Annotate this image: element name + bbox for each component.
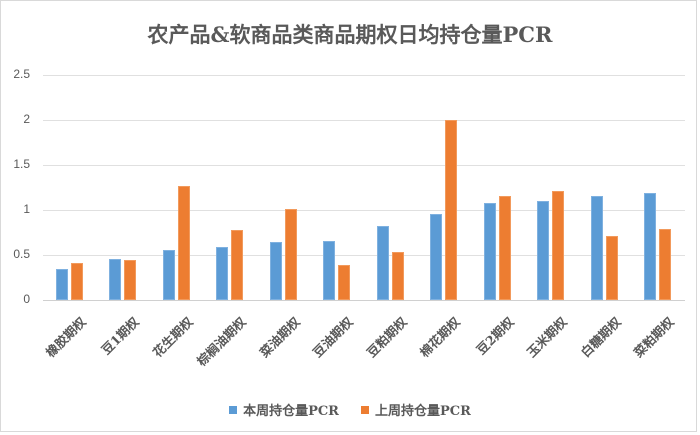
gridline <box>43 210 685 211</box>
bar-this-week[interactable] <box>323 240 336 300</box>
bar-this-week[interactable] <box>430 213 443 300</box>
bar-this-week[interactable] <box>376 226 389 300</box>
bar-last-week[interactable] <box>177 185 190 300</box>
bar-this-week[interactable] <box>109 258 122 300</box>
bar-this-week[interactable] <box>55 269 68 300</box>
bar-last-week[interactable] <box>391 252 404 300</box>
bar-last-week[interactable] <box>338 264 351 300</box>
bar-last-week[interactable] <box>445 120 458 300</box>
gridline <box>43 255 685 256</box>
legend-label: 本周持仓量PCR <box>243 404 339 419</box>
bar-this-week[interactable] <box>590 195 603 300</box>
chart-title: 农产品&软商品类商品期权日均持仓量PCR <box>147 22 553 47</box>
bar-last-week[interactable] <box>284 209 297 300</box>
bar-last-week[interactable] <box>70 263 83 300</box>
x-axis-line <box>43 300 685 301</box>
legend-item-this-week[interactable]: 本周持仓量PCR <box>229 400 339 419</box>
gridline <box>43 75 685 76</box>
bar-last-week[interactable] <box>498 195 511 300</box>
bar-this-week[interactable] <box>483 202 496 300</box>
gridline <box>43 165 685 166</box>
legend-label: 上周持仓量PCR <box>375 404 471 419</box>
bar-this-week[interactable] <box>644 192 657 300</box>
y-tick-label: 2 <box>23 112 30 126</box>
y-tick-label: 1.5 <box>13 157 30 171</box>
bar-this-week[interactable] <box>162 249 175 300</box>
bar-last-week[interactable] <box>231 229 244 300</box>
legend: 本周持仓量PCR 上周持仓量PCR <box>0 400 700 419</box>
bar-this-week[interactable] <box>216 246 229 300</box>
bar-this-week[interactable] <box>269 242 282 300</box>
y-tick-label: 2.5 <box>13 67 30 81</box>
gridline <box>43 120 685 121</box>
legend-swatch-orange-icon <box>361 405 369 414</box>
legend-swatch-blue-icon <box>229 405 238 414</box>
legend-item-last-week[interactable]: 上周持仓量PCR <box>361 400 471 419</box>
y-tick-label: 1 <box>23 202 30 216</box>
bar-this-week[interactable] <box>537 201 550 300</box>
y-tick-label: 0.5 <box>13 247 30 261</box>
bar-last-week[interactable] <box>659 228 672 300</box>
y-tick-label: 0 <box>23 292 30 306</box>
bar-last-week[interactable] <box>605 236 618 300</box>
bar-last-week[interactable] <box>124 259 137 300</box>
bar-last-week[interactable] <box>552 191 565 300</box>
